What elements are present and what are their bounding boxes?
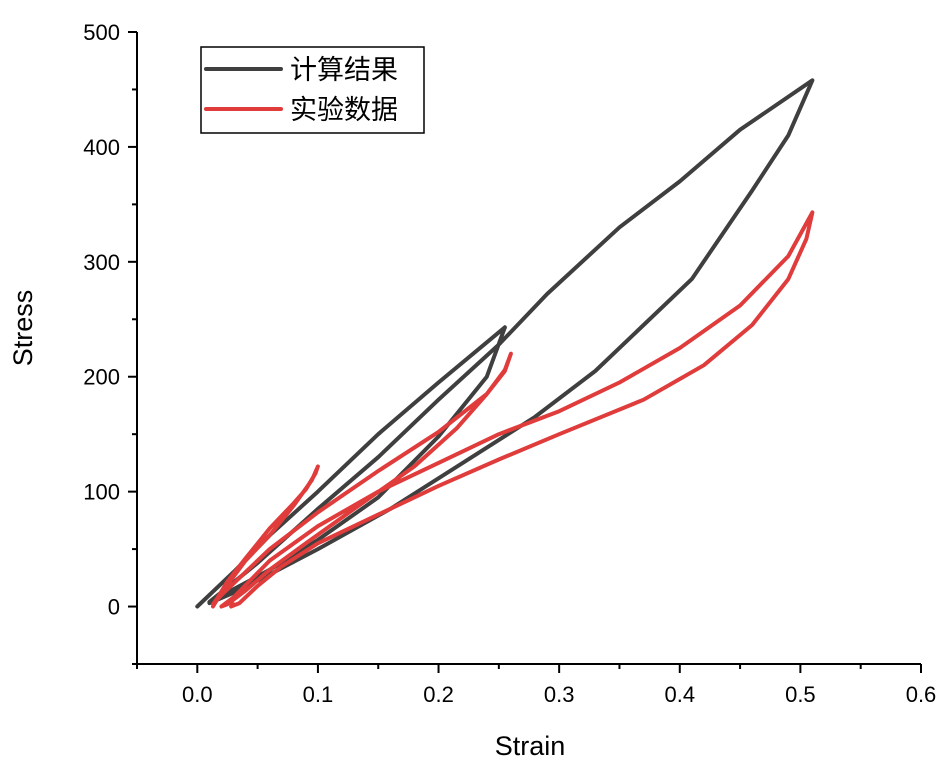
legend: 计算结果 实验数据 — [200, 46, 425, 134]
series-line-0 — [195, 78, 815, 609]
y-tick-label: 100 — [83, 480, 120, 505]
y-tick-label: 200 — [83, 365, 120, 390]
y-axis-title: Stress — [8, 290, 38, 367]
legend-label-calculated: 计算结果 — [290, 55, 398, 86]
x-ticks: 0.0 0.1 0.2 0.3 0.4 0.5 0.6 — [136, 664, 937, 707]
y-tick-label: 0 — [108, 595, 120, 620]
x-tick-label: 0.0 — [182, 682, 213, 707]
y-tick-label: 400 — [83, 135, 120, 160]
series-layer — [195, 78, 815, 609]
x-tick-label: 0.6 — [906, 682, 937, 707]
y-ticks: 0 100 200 300 400 500 — [83, 20, 137, 665]
x-tick-label: 0.1 — [303, 682, 334, 707]
legend-label-experimental: 实验数据 — [290, 95, 398, 126]
y-tick-label: 300 — [83, 250, 120, 275]
y-tick-label: 500 — [83, 20, 120, 45]
x-tick-label: 0.5 — [785, 682, 816, 707]
x-tick-label: 0.2 — [423, 682, 454, 707]
series-line-1 — [211, 210, 815, 609]
x-axis-title: Strain — [495, 731, 566, 761]
axes — [136, 32, 921, 665]
x-tick-label: 0.3 — [544, 682, 575, 707]
x-tick-label: 0.4 — [664, 682, 695, 707]
legend-box — [200, 46, 425, 134]
